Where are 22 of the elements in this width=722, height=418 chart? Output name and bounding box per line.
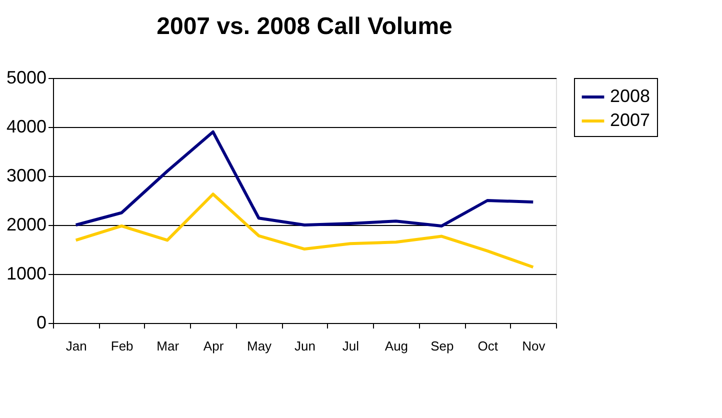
y-tick-label: 2000	[6, 214, 46, 234]
y-tick-label: 5000	[6, 68, 46, 88]
x-tick-label: Aug	[384, 338, 408, 354]
x-tick-label: Sep	[430, 338, 454, 354]
y-tick-label: 1000	[6, 264, 46, 284]
x-tick-label: Oct	[478, 338, 498, 354]
x-tick-label: Apr	[203, 338, 224, 354]
y-tick-label: 0	[36, 312, 46, 332]
x-tick-label: Feb	[110, 338, 134, 354]
line-series	[74, 192, 535, 269]
x-tick-label: May	[246, 338, 272, 354]
x-tick-label: Nov	[522, 338, 546, 354]
legend-label: 2008	[610, 86, 650, 106]
x-tick-label: Jun	[294, 338, 316, 354]
y-tick-label: 3000	[6, 166, 46, 186]
line-series	[74, 130, 535, 228]
legend-label: 2007	[610, 110, 650, 130]
chart-title: 2007 vs. 2008 Call Volume	[156, 13, 452, 40]
x-tick-label: Mar	[156, 338, 180, 354]
y-tick-label: 4000	[6, 116, 46, 136]
x-tick-label: Jul	[342, 338, 360, 354]
x-tick-label: Jan	[66, 338, 87, 354]
